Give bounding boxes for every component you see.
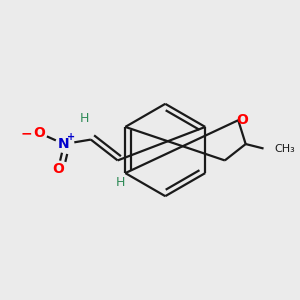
Text: H: H [116,176,125,189]
Text: O: O [236,113,248,127]
Text: H: H [80,112,90,124]
Text: +: + [67,132,75,142]
Text: CH₃: CH₃ [275,143,296,154]
Text: N: N [58,137,70,151]
Text: −: − [21,127,33,141]
Text: O: O [33,126,45,140]
Text: O: O [52,162,64,176]
